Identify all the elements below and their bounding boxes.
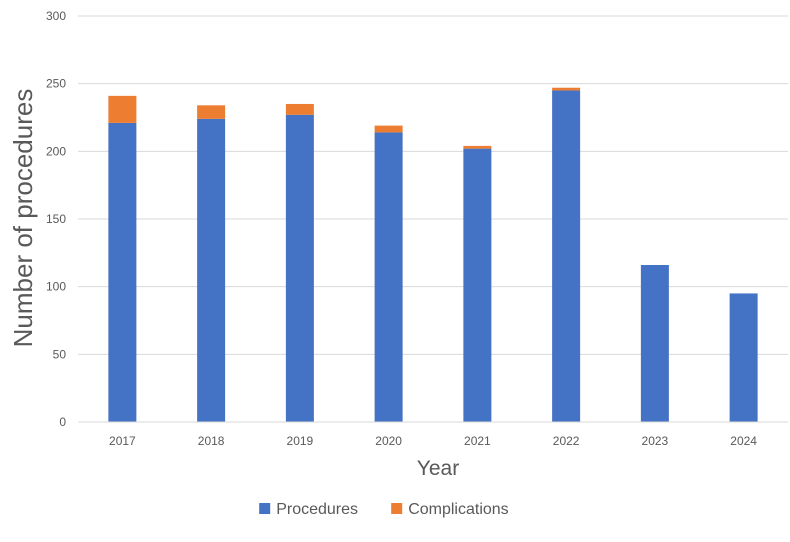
- y-tick-label: 50: [53, 347, 67, 361]
- y-tick-label: 100: [46, 280, 66, 294]
- legend: Procedures Complications: [259, 501, 509, 518]
- bar-complications-2018: [197, 105, 226, 119]
- x-tick-label: 2023: [642, 434, 669, 448]
- bar-procedures-2020: [374, 132, 403, 423]
- bar-procedures-2019: [285, 114, 314, 422]
- bar-complications-2017: [108, 95, 137, 123]
- x-tick-label: 2024: [730, 434, 757, 448]
- x-tick-label: 2019: [287, 434, 314, 448]
- x-tick-label: 2020: [375, 434, 402, 448]
- legend-label-procedures: Procedures: [276, 501, 358, 518]
- legend-swatch-complications: [391, 503, 403, 514]
- x-tick-label: 2018: [198, 434, 225, 448]
- y-tick-label: 200: [46, 144, 66, 158]
- y-axis-title: Number of procedures: [8, 89, 38, 348]
- legend-label-complications: Complications: [408, 501, 508, 518]
- y-tick-label: 0: [59, 415, 66, 429]
- x-axis-ticks: 2017 2018 2019 2020 2021 2022 2023 2024: [109, 434, 757, 448]
- x-tick-label: 2021: [464, 434, 491, 448]
- legend-swatch-procedures: [259, 503, 271, 514]
- gridlines: [78, 15, 788, 355]
- bar-procedures-2017: [108, 122, 137, 422]
- bar-procedures-2018: [197, 118, 226, 422]
- bar-complications-2019: [285, 103, 314, 115]
- bar-procedures-2022: [552, 90, 581, 422]
- bar-procedures-2023: [640, 265, 669, 422]
- bar-procedures-2024: [729, 293, 758, 422]
- x-axis-title: Year: [417, 457, 459, 480]
- bars: [108, 87, 758, 423]
- y-tick-label: 250: [46, 77, 66, 91]
- y-axis-ticks: 0 50 100 150 200 250 300: [46, 9, 66, 429]
- bar-complications-2020: [374, 125, 403, 133]
- bar-complications-2022: [552, 87, 581, 91]
- x-tick-label: 2022: [553, 434, 580, 448]
- bar-complications-2021: [463, 145, 492, 149]
- y-tick-label: 150: [46, 212, 66, 226]
- x-tick-label: 2017: [109, 434, 136, 448]
- y-tick-label: 300: [46, 9, 66, 23]
- bar-procedures-2021: [463, 148, 492, 423]
